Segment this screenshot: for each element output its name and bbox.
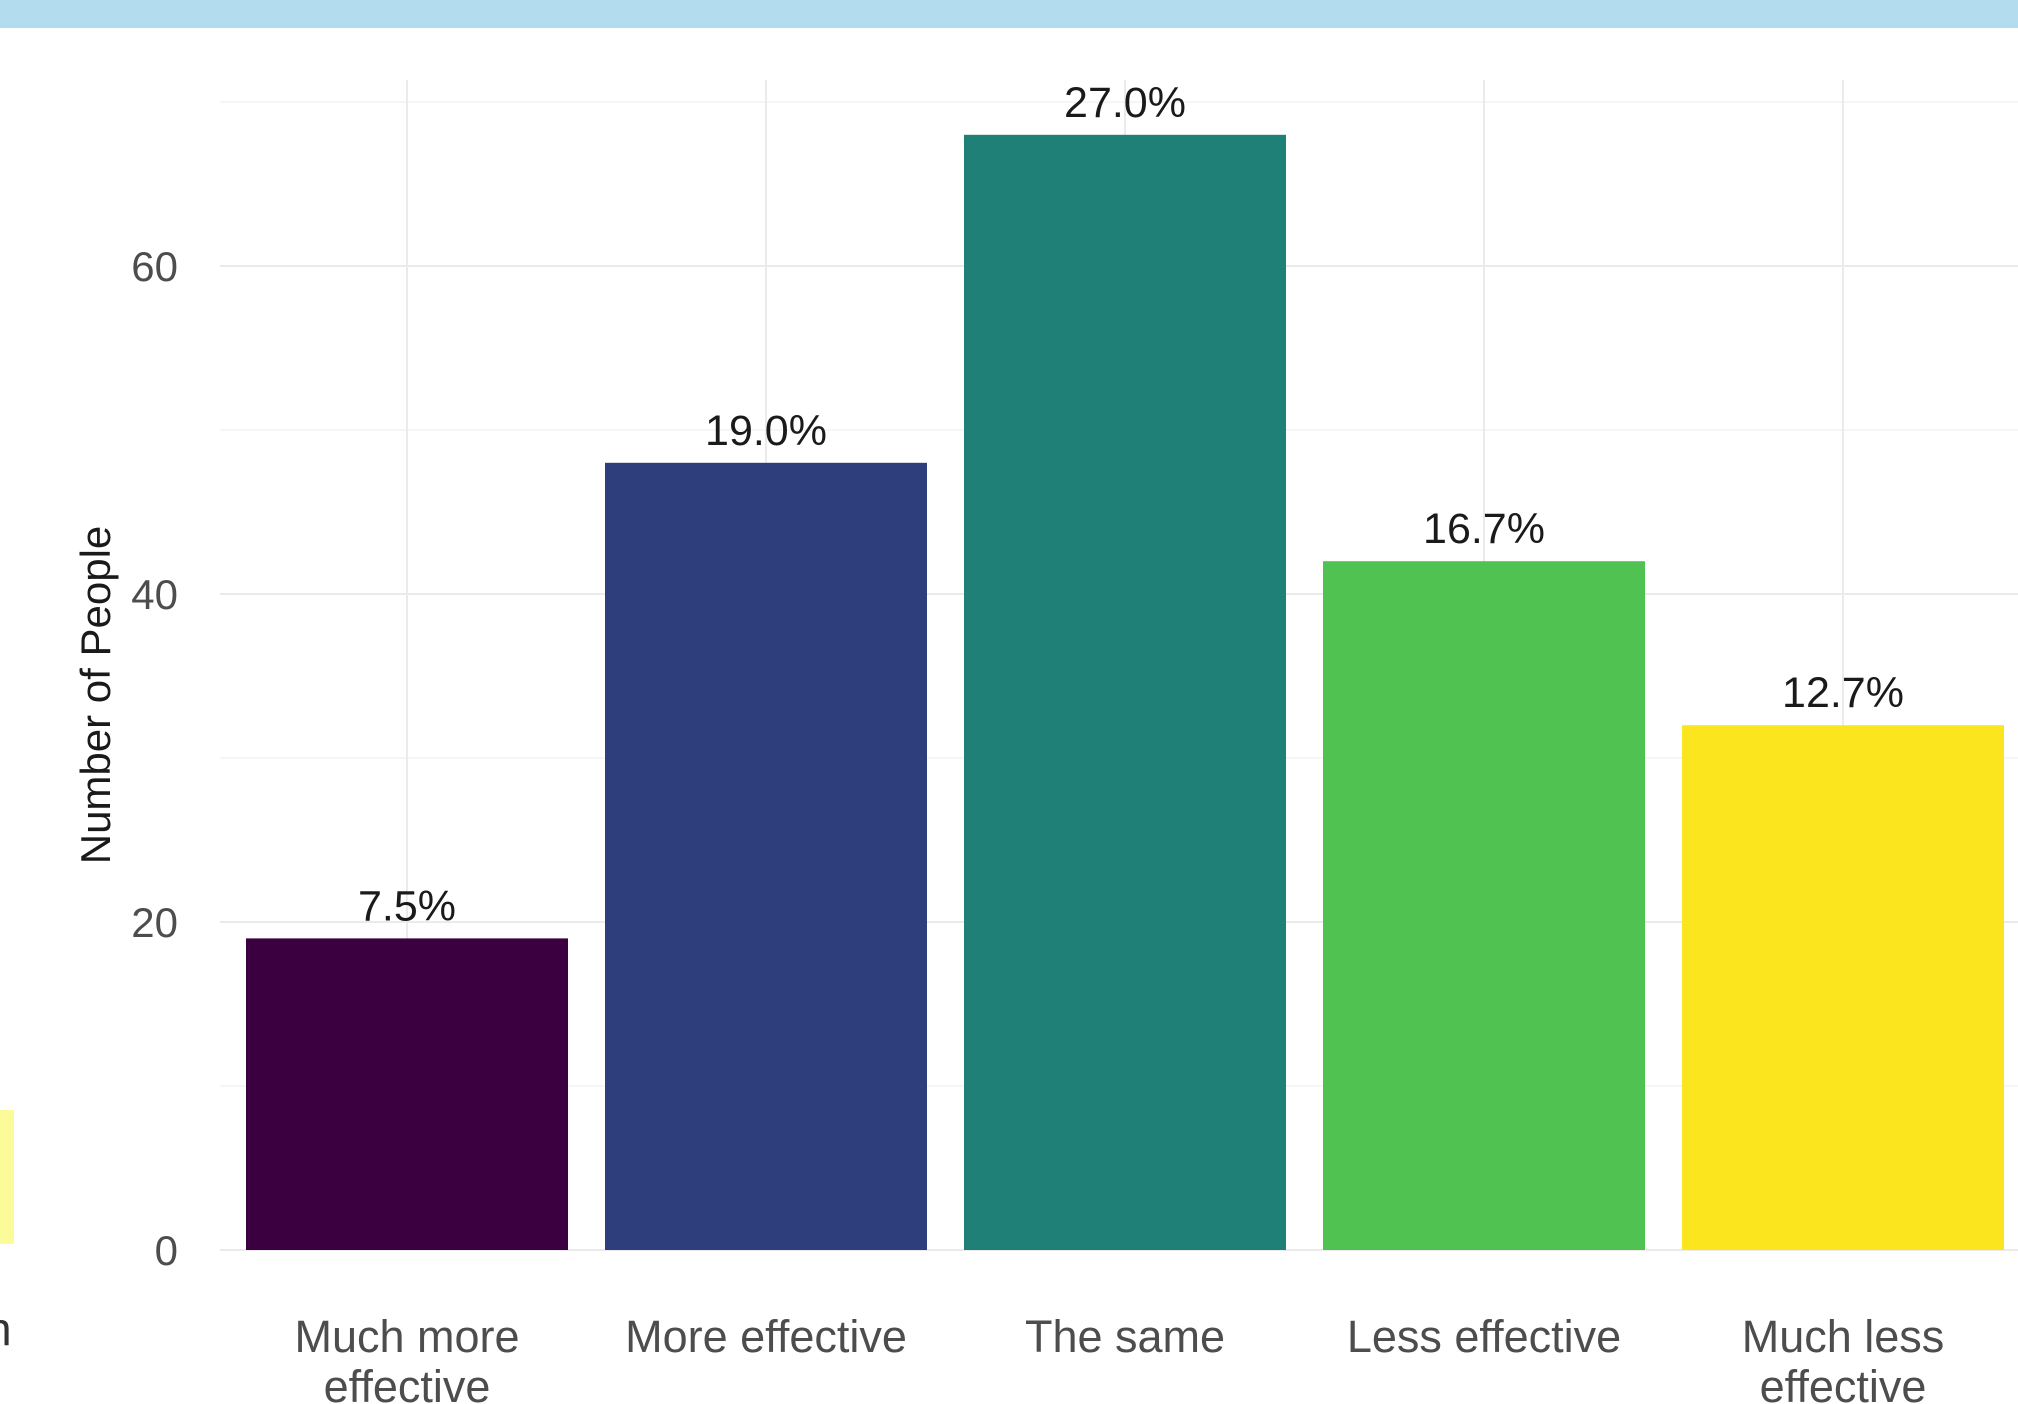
bar: [964, 134, 1286, 1250]
bar-value-labels: 7.5% 19.0% 27.0% 16.7% 12.7%: [358, 79, 1904, 931]
bar-value-label: 12.7%: [1782, 669, 1904, 717]
top-border-band: [0, 0, 2018, 28]
y-tick-label: 40: [131, 571, 178, 618]
bar-value-label: 7.5%: [358, 882, 456, 930]
adjacent-chart-bar-fragment: [0, 1110, 14, 1244]
y-tick-label: 20: [131, 899, 178, 946]
bar-value-label: 16.7%: [1423, 505, 1545, 553]
x-tick-label: Much more effective: [294, 1311, 519, 1404]
bar: [605, 462, 927, 1250]
bar-value-label: 19.0%: [705, 407, 827, 455]
x-tick-label: Less effective: [1347, 1311, 1621, 1362]
bar: [246, 938, 568, 1250]
bar-value-label: 27.0%: [1064, 79, 1186, 127]
y-tick-label: 60: [131, 243, 178, 290]
bar: [1323, 561, 1645, 1250]
x-tick-label: The same: [1025, 1311, 1225, 1362]
y-axis-ticks: 0 20 40 60: [131, 243, 178, 1274]
bars: [246, 134, 2004, 1250]
x-tick-label: More effective: [625, 1311, 907, 1362]
adjacent-chart-label-fragment: h: [0, 1302, 12, 1356]
y-tick-label: 0: [155, 1227, 178, 1274]
bar: [1682, 725, 2004, 1250]
x-axis-category-labels: Much more effective More effective The same…: [294, 1311, 1944, 1404]
x-tick-label: Much less effective: [1742, 1311, 1945, 1404]
y-axis-title: Number of People: [72, 526, 119, 865]
